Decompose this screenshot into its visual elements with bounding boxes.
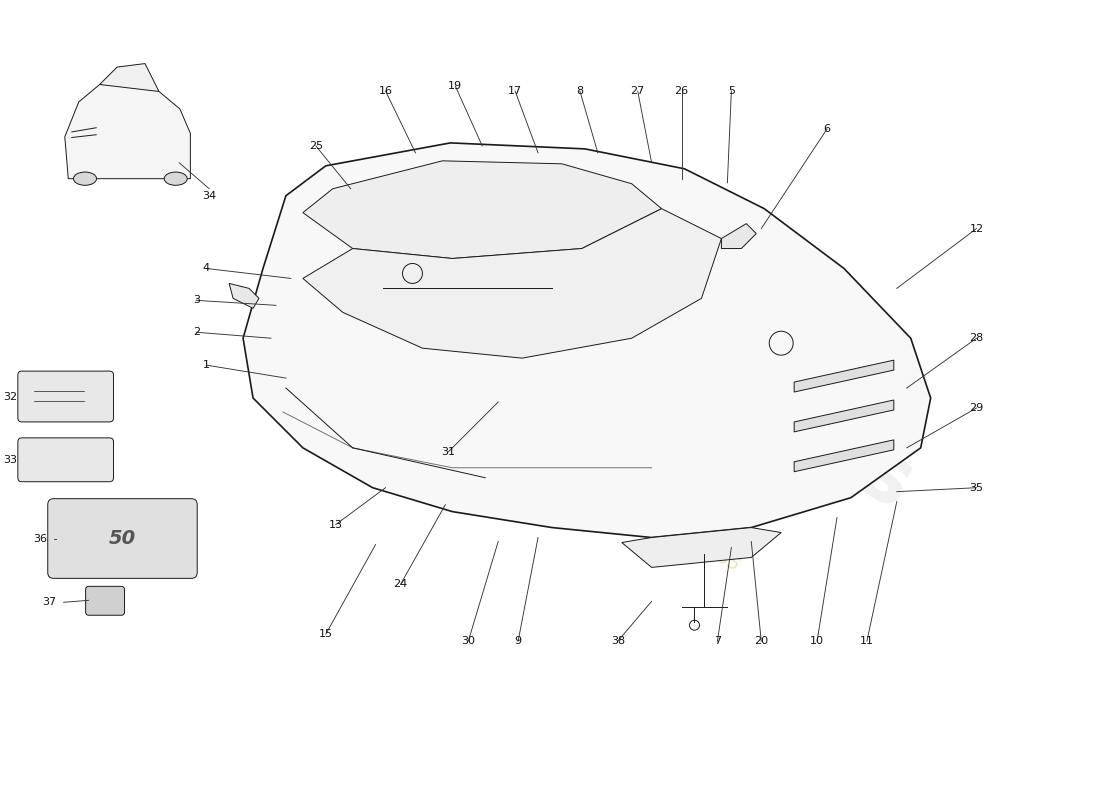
- Text: 2: 2: [192, 327, 200, 338]
- Polygon shape: [794, 400, 894, 432]
- Text: 30: 30: [461, 636, 475, 646]
- Polygon shape: [100, 63, 160, 91]
- Text: 35: 35: [969, 482, 983, 493]
- Polygon shape: [302, 209, 722, 358]
- Text: 19: 19: [449, 81, 462, 91]
- Text: 8: 8: [576, 86, 583, 96]
- FancyBboxPatch shape: [86, 586, 124, 615]
- Ellipse shape: [164, 172, 187, 186]
- Text: 1: 1: [202, 360, 210, 370]
- Polygon shape: [243, 143, 931, 538]
- Text: 28: 28: [969, 334, 983, 343]
- Text: 3: 3: [192, 295, 200, 306]
- Text: 29: 29: [969, 403, 983, 413]
- Text: 37: 37: [43, 598, 57, 607]
- Text: 17: 17: [508, 86, 522, 96]
- Text: 34: 34: [202, 190, 217, 201]
- Polygon shape: [229, 283, 258, 308]
- Text: 50: 50: [109, 529, 136, 548]
- Polygon shape: [65, 81, 190, 178]
- Text: 4: 4: [202, 263, 210, 274]
- Ellipse shape: [74, 172, 97, 186]
- Polygon shape: [302, 161, 661, 258]
- Polygon shape: [722, 224, 757, 249]
- Text: a passion for parts since 1985: a passion for parts since 1985: [497, 424, 742, 575]
- FancyBboxPatch shape: [18, 371, 113, 422]
- Polygon shape: [794, 440, 894, 472]
- Text: 38: 38: [610, 636, 625, 646]
- Text: 16: 16: [378, 86, 393, 96]
- Text: 36: 36: [33, 534, 47, 543]
- Text: 32: 32: [3, 392, 16, 402]
- Text: 12: 12: [969, 223, 983, 234]
- Text: 5: 5: [728, 86, 735, 96]
- Text: 26: 26: [674, 86, 689, 96]
- Text: 6: 6: [824, 124, 830, 134]
- Text: 31: 31: [441, 447, 455, 457]
- Polygon shape: [621, 527, 781, 567]
- Text: 13: 13: [329, 519, 343, 530]
- Text: 20: 20: [755, 636, 768, 646]
- Text: 25: 25: [309, 141, 323, 151]
- Text: 9: 9: [515, 636, 521, 646]
- Text: 15: 15: [319, 629, 333, 639]
- Text: 33: 33: [3, 454, 16, 465]
- Text: 27: 27: [630, 86, 645, 96]
- FancyBboxPatch shape: [18, 438, 113, 482]
- Text: 24: 24: [394, 579, 408, 590]
- Text: 11: 11: [860, 636, 873, 646]
- Text: 7: 7: [714, 636, 720, 646]
- Polygon shape: [794, 360, 894, 392]
- Text: eurospares: eurospares: [431, 193, 928, 527]
- Text: 10: 10: [810, 636, 824, 646]
- FancyBboxPatch shape: [47, 498, 197, 578]
